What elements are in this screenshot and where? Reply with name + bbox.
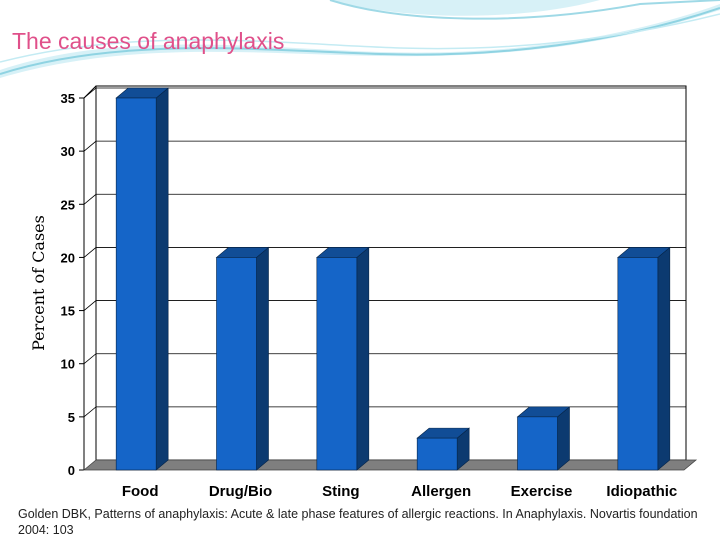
bar-exercise bbox=[516, 406, 571, 471]
plot-left-wall bbox=[83, 85, 97, 470]
y-axis-label: Percent of Cases bbox=[29, 215, 48, 351]
grid-line-25 bbox=[83, 193, 686, 205]
grid-line-5 bbox=[83, 406, 686, 418]
bar-front bbox=[617, 257, 659, 471]
x-category-label: Food bbox=[122, 483, 159, 500]
bar-front bbox=[216, 257, 257, 471]
bar-sting bbox=[316, 246, 370, 471]
bar-side bbox=[657, 246, 671, 471]
y-tick-label-25: 25 bbox=[61, 197, 75, 212]
bar-front bbox=[416, 437, 458, 471]
y-tick-label-30: 30 bbox=[61, 144, 75, 159]
grid-line-30 bbox=[83, 140, 686, 152]
grid-line-15 bbox=[83, 300, 686, 311]
bar-side bbox=[356, 246, 370, 471]
bar-idiopathic bbox=[617, 246, 671, 471]
bar-side bbox=[155, 87, 169, 471]
bars bbox=[115, 87, 671, 471]
slide-title: The causes of anaphylaxis bbox=[12, 28, 285, 54]
y-tick-label-15: 15 bbox=[61, 304, 75, 319]
bar-front bbox=[115, 97, 157, 471]
slide-decoration bbox=[0, 0, 720, 78]
y-axis-ticks: 0 5 10 15 20 25 30 35 bbox=[61, 91, 84, 478]
grid-line-10 bbox=[83, 353, 686, 365]
bar-front bbox=[316, 257, 358, 471]
grid-line-20 bbox=[83, 247, 686, 258]
y-tick-label-0: 0 bbox=[68, 463, 75, 478]
bar-side bbox=[256, 246, 269, 471]
grid-lines bbox=[83, 87, 686, 418]
bar-drug-bio bbox=[215, 246, 270, 471]
bar-front bbox=[517, 416, 558, 471]
bar-allergen bbox=[416, 427, 470, 471]
x-category-label: Exercise bbox=[511, 483, 573, 500]
chart-floor-plane bbox=[82, 459, 698, 471]
x-category-label: Allergen bbox=[411, 483, 471, 500]
y-tick-label-10: 10 bbox=[61, 357, 75, 372]
x-category-label: Idiopathic bbox=[606, 483, 677, 500]
y-tick-label-20: 20 bbox=[61, 250, 75, 265]
x-category-label: Sting bbox=[322, 483, 360, 500]
y-tick-label-35: 35 bbox=[61, 91, 75, 106]
grid-line-35 bbox=[83, 87, 686, 99]
y-tick-label-5: 5 bbox=[68, 410, 75, 425]
decor-wave-line-2 bbox=[329, 0, 720, 20]
bar-food bbox=[115, 87, 169, 471]
decor-wave-line-3 bbox=[0, 13, 720, 63]
bar-side bbox=[557, 406, 570, 471]
plot-back-wall bbox=[95, 85, 687, 461]
chart-floor bbox=[82, 459, 698, 471]
citation: Golden DBK, Patterns of anaphylaxis: Acu… bbox=[18, 507, 698, 537]
bar-chart: 0 5 10 15 20 25 30 35 Food Drug/Bio Sting Allergen… bbox=[29, 85, 698, 500]
x-axis-labels: Food Drug/Bio Sting Allergen Exercise Idiopat… bbox=[122, 483, 677, 500]
x-category-label: Drug/Bio bbox=[209, 483, 272, 500]
plot-area bbox=[83, 85, 687, 470]
